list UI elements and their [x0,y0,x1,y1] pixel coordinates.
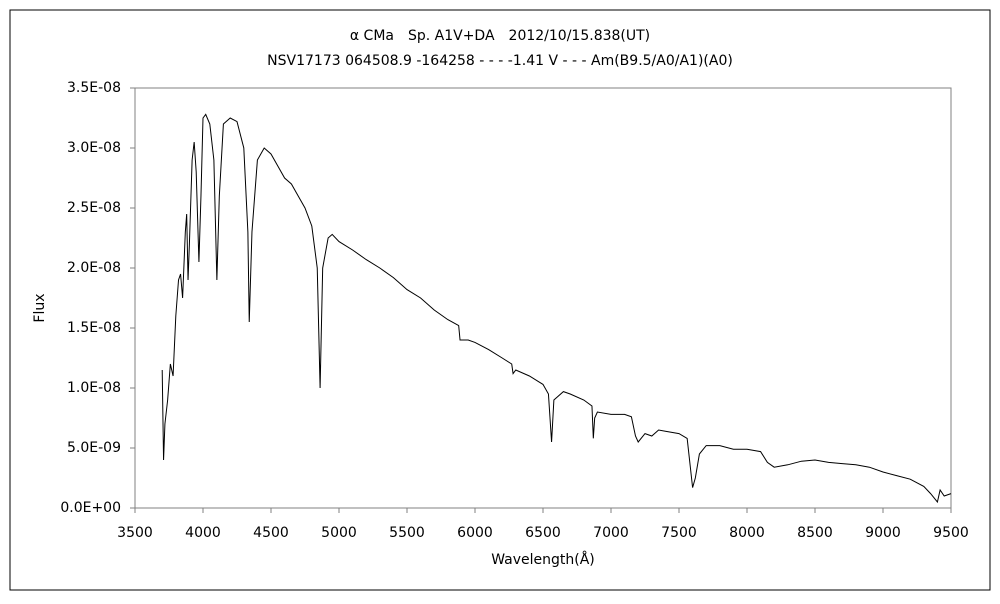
y-tick-label: 1.5E-08 [67,320,121,336]
x-tick-label: 8000 [729,525,765,541]
y-tick-label: 2.5E-08 [67,200,121,216]
x-tick-label: 9000 [865,525,901,541]
x-tick-label: 6500 [525,525,561,541]
chart-title: α CMa Sp. A1V+DA 2012/10/15.838(UT) [350,28,650,44]
spectrum-line [161,113,952,504]
y-tick-label: 0.0E+00 [60,500,121,516]
x-tick-label: 6000 [457,525,493,541]
y-axis-label: Flux [32,293,48,322]
x-tick-label: 9500 [933,525,969,541]
x-tick-label: 3500 [117,525,153,541]
x-axis-label: Wavelength(Å) [491,551,595,568]
y-tick-label: 3.5E-08 [67,80,121,96]
y-tick-label: 3.0E-08 [67,140,121,156]
x-tick-label: 4500 [253,525,289,541]
x-tick-label: 5500 [389,525,425,541]
x-tick-label: 7500 [661,525,697,541]
chart-subtitle: NSV17173 064508.9 -164258 - - - -1.41 V … [267,53,733,69]
x-tick-label: 5000 [321,525,357,541]
y-tick-label: 1.0E-08 [67,380,121,396]
chart-frame [9,9,991,591]
y-tick-label: 5.0E-09 [67,440,121,456]
x-tick-label: 8500 [797,525,833,541]
x-tick-label: 4000 [185,525,221,541]
y-tick-label: 2.0E-08 [67,260,121,276]
x-tick-label: 7000 [593,525,629,541]
